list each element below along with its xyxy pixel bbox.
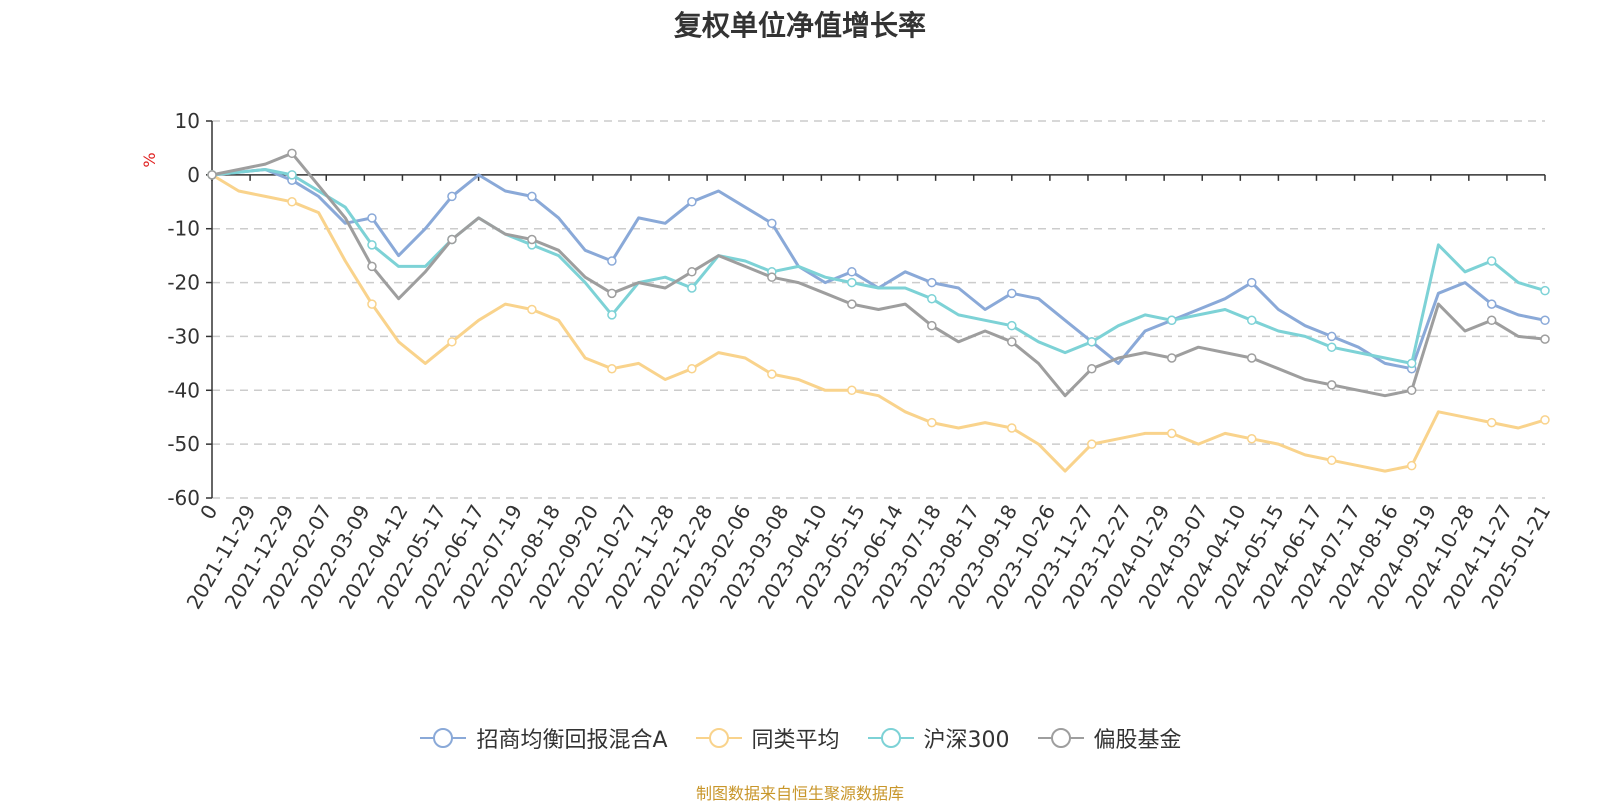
legend-fund-icon — [420, 728, 467, 748]
y-tick-label: -40 — [167, 378, 200, 402]
data-point — [1326, 455, 1337, 466]
data-point — [927, 320, 937, 331]
data-point — [1486, 256, 1497, 266]
data-point — [1540, 334, 1550, 344]
data-point — [1246, 315, 1257, 326]
series-line-2 — [211, 168, 1546, 365]
data-point — [447, 337, 457, 347]
data-point — [927, 277, 937, 288]
data-point — [1540, 415, 1550, 425]
data-point — [1007, 320, 1017, 331]
data-point — [1246, 277, 1257, 288]
y-tick-label: 10 — [175, 109, 200, 133]
data-point — [607, 310, 617, 320]
legend: 招商均衡回报混合A 同类平均 沪深300 偏股基金 — [0, 722, 1600, 754]
data-point — [1486, 299, 1497, 309]
data-point — [1167, 353, 1177, 363]
data-point — [1406, 358, 1417, 369]
data-point — [687, 363, 697, 374]
data-point — [1326, 380, 1337, 390]
data-point — [367, 299, 377, 309]
data-point — [1406, 385, 1417, 396]
legend-peer-icon — [695, 728, 742, 748]
data-point — [687, 197, 697, 207]
legend-item-equity-fund[interactable]: 偏股基金 — [1036, 722, 1182, 754]
series-group — [207, 148, 1550, 473]
legend-item-peer-average[interactable]: 同类平均 — [694, 722, 840, 754]
data-point — [1486, 315, 1497, 326]
data-point — [1007, 337, 1017, 347]
data-point — [1007, 423, 1017, 433]
data-point — [1540, 315, 1550, 326]
series-line-1 — [211, 173, 1546, 473]
data-point — [1246, 353, 1257, 363]
data-point — [1486, 417, 1497, 428]
data-point — [767, 218, 777, 229]
data-point — [927, 417, 937, 428]
data-point — [367, 240, 377, 250]
y-tick-label: 0 — [187, 163, 200, 187]
data-point — [1007, 288, 1017, 299]
data-point — [287, 148, 297, 159]
x-tick-label: 0 — [195, 501, 222, 524]
y-tick-label: -20 — [167, 271, 200, 295]
chart-title: 复权单位净值增长率 — [673, 9, 926, 42]
data-point — [1326, 331, 1337, 342]
data-point — [207, 170, 217, 180]
legend-label: 招商均衡回报混合A — [476, 728, 668, 753]
data-point — [1087, 439, 1097, 449]
data-point — [607, 256, 617, 266]
data-point — [1167, 428, 1177, 439]
data-point — [607, 363, 617, 374]
data-point — [527, 304, 537, 315]
y-tick-label: -50 — [167, 432, 200, 456]
legend-hs300-icon — [867, 728, 914, 748]
y-axis-label: % — [140, 152, 159, 167]
grid-lines — [212, 120, 1545, 499]
data-point — [687, 283, 697, 293]
data-point — [1087, 363, 1097, 374]
data-point — [367, 213, 377, 223]
y-tick-label: -60 — [167, 486, 200, 510]
data-point — [367, 261, 377, 272]
data-point — [607, 288, 617, 299]
legend-label: 沪深300 — [923, 728, 1010, 753]
series-line-3 — [211, 151, 1546, 398]
data-point — [847, 277, 857, 288]
legend-equity-icon — [1037, 728, 1084, 748]
source-note: 制图数据来自恒生聚源数据库 — [695, 784, 904, 803]
data-point — [847, 267, 857, 277]
data-point — [1167, 315, 1177, 326]
data-point — [527, 191, 537, 202]
data-point — [767, 369, 777, 379]
series-line-0 — [211, 168, 1546, 371]
data-point — [1406, 460, 1417, 471]
data-point — [447, 234, 457, 245]
y-tick-label: -30 — [167, 324, 200, 348]
data-point — [287, 197, 297, 207]
data-point — [1326, 342, 1337, 352]
data-point — [287, 170, 297, 180]
line-chart: 100-10-20-30-40-50-60 02021-11-292021-12… — [140, 109, 1555, 613]
legend-label: 同类平均 — [751, 728, 840, 753]
data-point — [1540, 285, 1550, 296]
data-point — [687, 267, 697, 277]
data-point — [767, 272, 777, 282]
legend-item-hs300[interactable]: 沪深300 — [866, 722, 1010, 754]
legend-item-fund[interactable]: 招商均衡回报混合A — [418, 722, 668, 754]
data-point — [527, 234, 537, 245]
y-axis: 10 0 -10 -20 -30 -40 -50 -60 — [167, 109, 213, 510]
data-point — [847, 299, 857, 309]
data-point — [927, 293, 937, 304]
y-tick-label: -10 — [167, 217, 200, 241]
data-point — [1246, 434, 1257, 444]
data-point — [1087, 337, 1097, 347]
data-point — [447, 191, 457, 202]
data-point — [847, 385, 857, 396]
legend-label: 偏股基金 — [1093, 728, 1182, 753]
